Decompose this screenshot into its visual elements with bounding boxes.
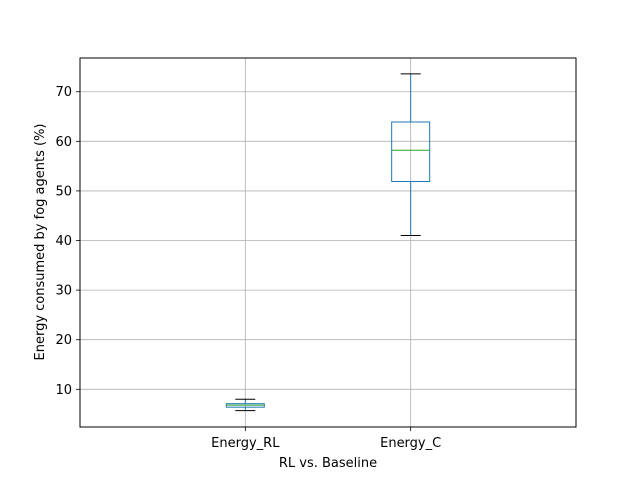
box-group — [225, 398, 265, 412]
box-group — [391, 73, 431, 237]
box-series — [225, 73, 431, 412]
y-axis-label: Energy consumed by fog agents (%) — [33, 124, 48, 361]
plot-background — [80, 58, 576, 427]
x-axis-ticks: Energy_RL Energy_C — [211, 427, 441, 451]
y-axis-ticks: 10 20 30 40 50 60 70 — [55, 85, 80, 398]
plot-frame — [79, 57, 577, 428]
y-tick-label: 70 — [55, 85, 72, 100]
y-tick-label: 60 — [55, 135, 72, 150]
x-tick-label: Energy_C — [380, 436, 441, 451]
y-tick-label: 50 — [55, 184, 72, 199]
y-tick-label: 20 — [55, 333, 72, 348]
x-axis-label: RL vs. Baseline — [279, 456, 377, 471]
box-iqr — [391, 121, 431, 182]
y-tick-label: 10 — [55, 383, 72, 398]
y-tick-label: 40 — [55, 234, 72, 249]
y-tick-label: 30 — [55, 284, 72, 299]
x-tick-label: Energy_RL — [211, 436, 280, 451]
grid-lines — [80, 58, 576, 427]
